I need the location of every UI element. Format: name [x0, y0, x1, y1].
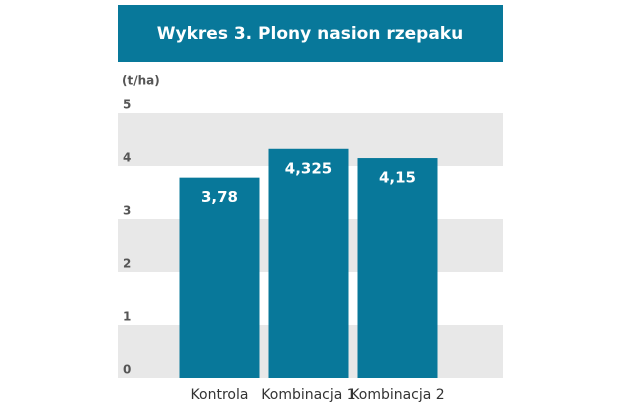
chart-title: Wykres 3. Plony nasion rzepaku: [157, 24, 463, 44]
x-tick-label: Kombinacja 2: [350, 387, 444, 403]
bar: [268, 148, 349, 378]
x-tick-label: Kontrola: [191, 387, 249, 403]
value-label: 4,325: [285, 159, 332, 177]
title-banner: [118, 5, 503, 62]
x-tick-label: Kombinacja 1: [261, 387, 355, 403]
y-tick-label: 1: [123, 310, 131, 324]
y-axis-label: (t/ha): [122, 74, 160, 88]
value-label: 4,15: [379, 169, 416, 187]
y-tick-label: 5: [123, 98, 131, 112]
y-tick-label: 2: [123, 257, 131, 271]
bar: [179, 177, 260, 378]
y-tick-label: 0: [123, 363, 131, 377]
value-label: 3,78: [201, 188, 238, 206]
y-tick-label: 3: [123, 204, 131, 218]
bar: [357, 158, 438, 378]
y-tick-label: 4: [123, 151, 131, 165]
